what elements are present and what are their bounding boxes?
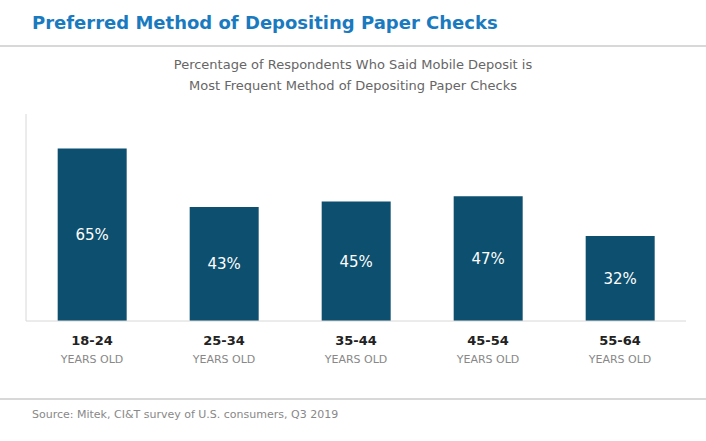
svg-text:55-64: 55-64 (599, 333, 641, 348)
svg-text:43%: 43% (208, 255, 241, 273)
svg-text:45-54: 45-54 (467, 333, 509, 348)
svg-text:35-44: 35-44 (335, 333, 377, 348)
svg-text:45%: 45% (340, 253, 373, 271)
html-text:Preferred Method of Depositing: Preferred Method of Depositing Paper Che… (32, 12, 498, 33)
svg-text:YEARS OLD: YEARS OLD (60, 353, 124, 366)
svg-text:YEARS OLD: YEARS OLD (588, 353, 652, 366)
html-text:Most Frequent Method of Deposi: Most Frequent Method of Depositing Paper… (189, 78, 517, 93)
svg-text:YEARS OLD: YEARS OLD (192, 353, 256, 366)
html-text:Percentage of Respondents Who: Percentage of Respondents Who Said Mobil… (173, 57, 533, 72)
svg-text:32%: 32% (604, 270, 637, 288)
svg-text:65%: 65% (76, 226, 109, 244)
svg-text:18-24: 18-24 (71, 333, 113, 348)
html-text:Source: Mitek, CI&T survey of: Source: Mitek, CI&T survey of U.S. consu… (32, 408, 339, 421)
svg-text:47%: 47% (472, 250, 505, 268)
svg-text:25-34: 25-34 (203, 333, 245, 348)
svg-text:YEARS OLD: YEARS OLD (456, 353, 520, 366)
svg-text:YEARS OLD: YEARS OLD (324, 353, 388, 366)
